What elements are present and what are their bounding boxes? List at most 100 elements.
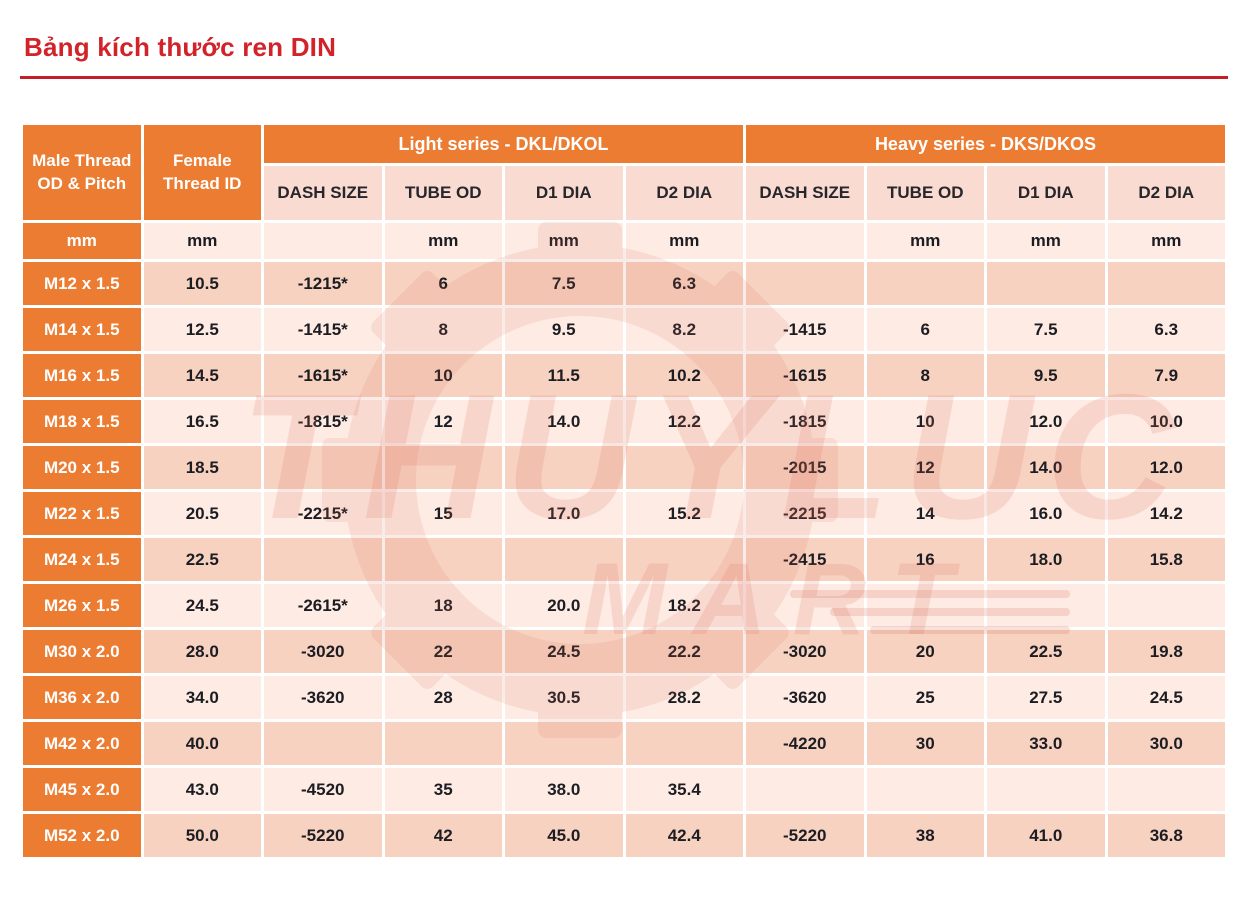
unit-cell: mm — [866, 223, 984, 259]
value-cell — [264, 538, 382, 581]
value-cell: 36.8 — [1107, 814, 1225, 857]
value-cell — [1107, 262, 1225, 305]
column-header: DASH SIZE — [264, 166, 382, 220]
value-cell: 6 — [866, 308, 984, 351]
value-cell — [264, 446, 382, 489]
value-cell: 42.4 — [625, 814, 743, 857]
value-cell: -1615 — [746, 354, 864, 397]
value-cell: -2015 — [746, 446, 864, 489]
male-thread-cell: M20 x 1.5 — [23, 446, 141, 489]
column-header: D2 DIA — [625, 166, 743, 220]
unit-cell: mm — [987, 223, 1105, 259]
value-cell — [625, 722, 743, 765]
unit-cell: mm — [143, 223, 261, 259]
value-cell: 35 — [384, 768, 502, 811]
value-cell — [987, 768, 1105, 811]
value-cell: 30 — [866, 722, 984, 765]
value-cell: 20 — [866, 630, 984, 673]
table-row: M45 x 2.0 43.0 -4520 35 38.0 35.4 — [23, 768, 1225, 811]
male-thread-cell: M24 x 1.5 — [23, 538, 141, 581]
unit-cell: mm — [23, 223, 141, 259]
value-cell: 41.0 — [987, 814, 1105, 857]
table-row: M22 x 1.5 20.5 -2215* 15 17.0 15.2 -2215 14 16.0… — [23, 492, 1225, 535]
value-cell: 28.0 — [143, 630, 261, 673]
value-cell: 12 — [866, 446, 984, 489]
table-row: M26 x 1.5 24.5 -2615* 18 20.0 18.2 — [23, 584, 1225, 627]
value-cell: 6 — [384, 262, 502, 305]
value-cell — [746, 262, 864, 305]
value-cell — [384, 722, 502, 765]
unit-cell: mm — [625, 223, 743, 259]
value-cell: -2215 — [746, 492, 864, 535]
value-cell: 16.0 — [987, 492, 1105, 535]
male-thread-cell: M12 x 1.5 — [23, 262, 141, 305]
value-cell: 24.5 — [505, 630, 623, 673]
unit-cell: mm — [505, 223, 623, 259]
male-thread-cell: M42 x 2.0 — [23, 722, 141, 765]
value-cell: 30.5 — [505, 676, 623, 719]
heavy-series-header: Heavy series - DKS/DKOS — [746, 125, 1225, 163]
value-cell: -2615* — [264, 584, 382, 627]
value-cell — [987, 584, 1105, 627]
value-cell: -4220 — [746, 722, 864, 765]
value-cell: 28.2 — [625, 676, 743, 719]
table-row: M16 x 1.5 14.5 -1615* 10 11.5 10.2 -1615 8 9.5 7.… — [23, 354, 1225, 397]
value-cell: -2415 — [746, 538, 864, 581]
value-cell: 14 — [866, 492, 984, 535]
value-cell: 14.5 — [143, 354, 261, 397]
value-cell: 10.2 — [625, 354, 743, 397]
value-cell: 15 — [384, 492, 502, 535]
value-cell: -1815* — [264, 400, 382, 443]
value-cell — [384, 538, 502, 581]
value-cell: 16 — [866, 538, 984, 581]
value-cell: 7.5 — [505, 262, 623, 305]
value-cell: 38 — [866, 814, 984, 857]
value-cell: 11.5 — [505, 354, 623, 397]
value-cell: 10.5 — [143, 262, 261, 305]
value-cell — [505, 538, 623, 581]
value-cell: 10 — [384, 354, 502, 397]
value-cell: 10 — [866, 400, 984, 443]
value-cell: 25 — [866, 676, 984, 719]
value-cell: -3020 — [264, 630, 382, 673]
value-cell: 9.5 — [505, 308, 623, 351]
value-cell: 19.8 — [1107, 630, 1225, 673]
unit-cell: mm — [384, 223, 502, 259]
title-underline — [20, 76, 1228, 79]
table-row: M20 x 1.5 18.5 -2015 12 14.0 12.0 — [23, 446, 1225, 489]
value-cell: 12 — [384, 400, 502, 443]
unit-cell: mm — [1107, 223, 1225, 259]
value-cell: 43.0 — [143, 768, 261, 811]
male-thread-cell: M30 x 2.0 — [23, 630, 141, 673]
male-thread-cell: M18 x 1.5 — [23, 400, 141, 443]
table-row: M42 x 2.0 40.0 -4220 30 33.0 30.0 — [23, 722, 1225, 765]
value-cell: 16.5 — [143, 400, 261, 443]
value-cell: 6.3 — [1107, 308, 1225, 351]
table-row: M12 x 1.5 10.5 -1215* 6 7.5 6.3 — [23, 262, 1225, 305]
value-cell: 8.2 — [625, 308, 743, 351]
value-cell — [1107, 768, 1225, 811]
value-cell — [505, 722, 623, 765]
value-cell: -3020 — [746, 630, 864, 673]
unit-cell — [746, 223, 864, 259]
value-cell — [746, 584, 864, 627]
value-cell — [384, 446, 502, 489]
value-cell: 12.5 — [143, 308, 261, 351]
male-thread-cell: M45 x 2.0 — [23, 768, 141, 811]
value-cell — [264, 722, 382, 765]
value-cell: 18.5 — [143, 446, 261, 489]
value-cell — [1107, 584, 1225, 627]
value-cell: 8 — [866, 354, 984, 397]
value-cell: -1415* — [264, 308, 382, 351]
value-cell: -1415 — [746, 308, 864, 351]
value-cell: 12.0 — [987, 400, 1105, 443]
table-body: M12 x 1.5 10.5 -1215* 6 7.5 6.3 M14 x 1.5 12.5-… — [23, 262, 1225, 857]
value-cell: 10.0 — [1107, 400, 1225, 443]
value-cell: 28 — [384, 676, 502, 719]
column-header: D2 DIA — [1107, 166, 1225, 220]
value-cell: -3620 — [264, 676, 382, 719]
value-cell: 27.5 — [987, 676, 1105, 719]
male-thread-header: Male Thread OD & Pitch — [23, 125, 141, 220]
value-cell — [625, 446, 743, 489]
